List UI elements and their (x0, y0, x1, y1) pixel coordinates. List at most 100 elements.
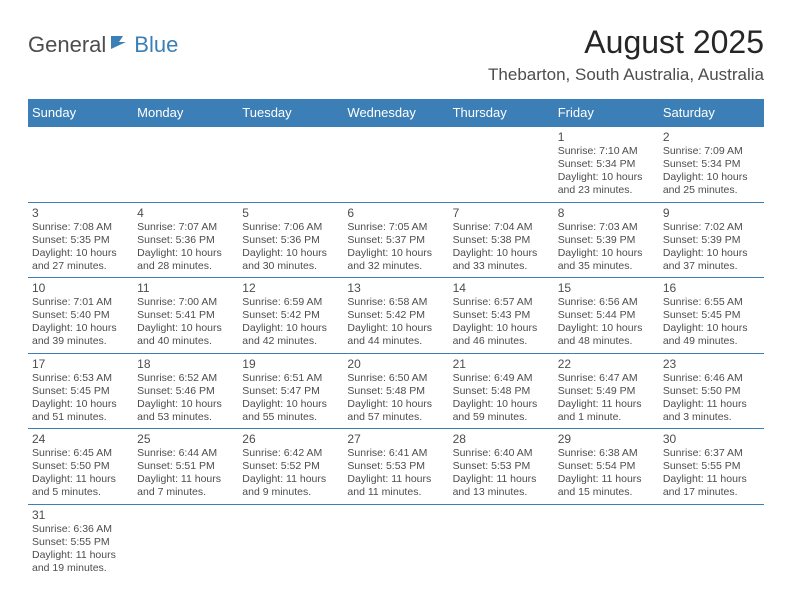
dow-wednesday: Wednesday (343, 99, 448, 127)
title-block: August 2025 Thebarton, South Australia, … (488, 24, 764, 85)
day-detail: Sunrise: 6:49 AM (453, 372, 550, 385)
day-detail: Daylight: 11 hours (453, 473, 550, 486)
day-number: 21 (453, 357, 550, 371)
day-detail: Sunrise: 6:51 AM (242, 372, 339, 385)
day-detail: Sunrise: 7:03 AM (558, 221, 655, 234)
day-detail: and 51 minutes. (32, 411, 129, 424)
day-cell: 27Sunrise: 6:41 AMSunset: 5:53 PMDayligh… (343, 429, 448, 505)
day-detail: and 53 minutes. (137, 411, 234, 424)
day-number: 14 (453, 281, 550, 295)
day-cell: 30Sunrise: 6:37 AMSunset: 5:55 PMDayligh… (659, 429, 764, 505)
day-detail: Sunrise: 6:42 AM (242, 447, 339, 460)
day-number: 18 (137, 357, 234, 371)
day-detail: Sunset: 5:37 PM (347, 234, 444, 247)
day-number: 26 (242, 432, 339, 446)
day-cell (28, 127, 133, 203)
day-detail: Sunrise: 6:46 AM (663, 372, 760, 385)
day-cell: 7Sunrise: 7:04 AMSunset: 5:38 PMDaylight… (449, 202, 554, 278)
day-detail: and 32 minutes. (347, 260, 444, 273)
day-detail: and 39 minutes. (32, 335, 129, 348)
day-cell: 12Sunrise: 6:59 AMSunset: 5:42 PMDayligh… (238, 278, 343, 354)
day-detail: Daylight: 10 hours (453, 398, 550, 411)
day-detail: Daylight: 11 hours (32, 549, 129, 562)
day-number: 6 (347, 206, 444, 220)
day-detail: Sunset: 5:46 PM (137, 385, 234, 398)
day-cell: 1Sunrise: 7:10 AMSunset: 5:34 PMDaylight… (554, 127, 659, 203)
day-detail: Daylight: 11 hours (32, 473, 129, 486)
day-detail: Sunset: 5:41 PM (137, 309, 234, 322)
day-detail: Sunrise: 7:07 AM (137, 221, 234, 234)
day-detail: Daylight: 10 hours (242, 398, 339, 411)
day-cell: 16Sunrise: 6:55 AMSunset: 5:45 PMDayligh… (659, 278, 764, 354)
day-detail: Sunrise: 6:53 AM (32, 372, 129, 385)
day-detail: Sunset: 5:45 PM (32, 385, 129, 398)
day-detail: Sunset: 5:48 PM (453, 385, 550, 398)
week-row: 17Sunrise: 6:53 AMSunset: 5:45 PMDayligh… (28, 353, 764, 429)
day-number: 2 (663, 130, 760, 144)
day-detail: Sunset: 5:50 PM (663, 385, 760, 398)
day-detail: and 9 minutes. (242, 486, 339, 499)
day-cell: 22Sunrise: 6:47 AMSunset: 5:49 PMDayligh… (554, 353, 659, 429)
day-detail: Sunset: 5:44 PM (558, 309, 655, 322)
day-detail: Sunset: 5:54 PM (558, 460, 655, 473)
page-title: August 2025 (488, 24, 764, 61)
day-detail: Sunset: 5:38 PM (453, 234, 550, 247)
day-detail: Sunset: 5:35 PM (32, 234, 129, 247)
day-number: 13 (347, 281, 444, 295)
day-cell: 8Sunrise: 7:03 AMSunset: 5:39 PMDaylight… (554, 202, 659, 278)
day-cell: 18Sunrise: 6:52 AMSunset: 5:46 PMDayligh… (133, 353, 238, 429)
header: General Blue August 2025 Thebarton, Sout… (28, 24, 764, 85)
day-number: 23 (663, 357, 760, 371)
day-detail: Sunrise: 6:55 AM (663, 296, 760, 309)
day-number: 15 (558, 281, 655, 295)
day-detail: Sunrise: 6:45 AM (32, 447, 129, 460)
day-cell: 9Sunrise: 7:02 AMSunset: 5:39 PMDaylight… (659, 202, 764, 278)
day-detail: and 17 minutes. (663, 486, 760, 499)
day-detail: and 27 minutes. (32, 260, 129, 273)
day-detail: and 42 minutes. (242, 335, 339, 348)
day-cell (343, 504, 448, 579)
day-number: 31 (32, 508, 129, 522)
day-number: 5 (242, 206, 339, 220)
day-detail: and 11 minutes. (347, 486, 444, 499)
day-detail: Sunset: 5:53 PM (347, 460, 444, 473)
day-number: 30 (663, 432, 760, 446)
dow-tuesday: Tuesday (238, 99, 343, 127)
day-detail: and 19 minutes. (32, 562, 129, 575)
day-detail: Sunrise: 6:57 AM (453, 296, 550, 309)
day-detail: Daylight: 10 hours (347, 247, 444, 260)
dow-thursday: Thursday (449, 99, 554, 127)
day-number: 22 (558, 357, 655, 371)
day-detail: Daylight: 10 hours (137, 322, 234, 335)
day-detail: Sunset: 5:55 PM (663, 460, 760, 473)
day-detail: Daylight: 11 hours (558, 398, 655, 411)
day-detail: Daylight: 11 hours (663, 398, 760, 411)
day-detail: Sunrise: 7:06 AM (242, 221, 339, 234)
calendar-table: Sunday Monday Tuesday Wednesday Thursday… (28, 99, 764, 579)
day-number: 24 (32, 432, 129, 446)
day-detail: Daylight: 10 hours (663, 247, 760, 260)
day-cell: 29Sunrise: 6:38 AMSunset: 5:54 PMDayligh… (554, 429, 659, 505)
day-detail: Sunset: 5:34 PM (663, 158, 760, 171)
day-cell: 31Sunrise: 6:36 AMSunset: 5:55 PMDayligh… (28, 504, 133, 579)
day-detail: Daylight: 10 hours (663, 322, 760, 335)
day-detail: Daylight: 10 hours (663, 171, 760, 184)
day-cell (238, 127, 343, 203)
day-detail: Daylight: 10 hours (453, 247, 550, 260)
day-detail: Sunrise: 6:40 AM (453, 447, 550, 460)
day-detail: Sunrise: 7:08 AM (32, 221, 129, 234)
day-cell (449, 504, 554, 579)
day-detail: Sunset: 5:43 PM (453, 309, 550, 322)
day-detail: and 37 minutes. (663, 260, 760, 273)
day-number: 28 (453, 432, 550, 446)
day-detail: Sunset: 5:53 PM (453, 460, 550, 473)
day-cell: 3Sunrise: 7:08 AMSunset: 5:35 PMDaylight… (28, 202, 133, 278)
day-detail: Daylight: 11 hours (242, 473, 339, 486)
day-detail: Sunset: 5:47 PM (242, 385, 339, 398)
day-detail: and 15 minutes. (558, 486, 655, 499)
day-cell: 23Sunrise: 6:46 AMSunset: 5:50 PMDayligh… (659, 353, 764, 429)
day-detail: and 35 minutes. (558, 260, 655, 273)
day-detail: Sunset: 5:42 PM (347, 309, 444, 322)
day-detail: Sunrise: 6:56 AM (558, 296, 655, 309)
day-detail: and 59 minutes. (453, 411, 550, 424)
